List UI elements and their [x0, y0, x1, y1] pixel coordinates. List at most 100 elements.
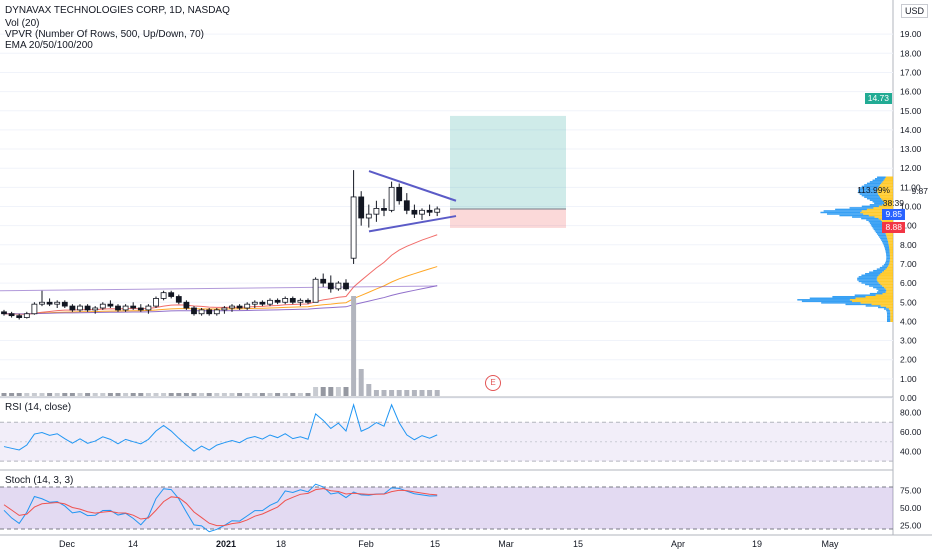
indicator-vpvr[interactable]: VPVR (Number Of Rows, 500, Up/Down, 70) [5, 29, 204, 40]
triangle-lower-line [368, 215, 457, 233]
time-axis[interactable]: Dec 14 2021 18 Feb 15 Mar 15 Apr 19 May [59, 539, 839, 549]
volume-profile-bar [869, 222, 883, 224]
stoch-k-line [3, 483, 438, 533]
volume-profile-bar [889, 246, 893, 249]
price-axis[interactable]: 19.00 18.00 17.00 16.00 15.00 14.00 13.00 12.00… [900, 29, 922, 530]
candles [1, 170, 441, 320]
volume-profile-bar [886, 311, 891, 313]
volume-profile-bar [866, 208, 893, 211]
volume-bar [267, 393, 273, 396]
volume-profile-bar [845, 303, 872, 306]
volume-profile-bar [883, 201, 893, 203]
volume-profile-bar [864, 184, 881, 186]
high-price-badge: 9.85 [882, 209, 905, 220]
volume-profile-bar [858, 276, 878, 278]
volume-bar [229, 393, 235, 396]
triangle-drawing[interactable] [368, 170, 457, 233]
candle [282, 298, 289, 303]
rsi-label[interactable]: RSI (14, close) [5, 402, 72, 413]
candle [160, 292, 167, 299]
volume-profile-bar [884, 269, 893, 272]
candle [343, 282, 349, 290]
rsi-tick-label: 80.00 [900, 408, 922, 418]
volume-profile-bar [821, 302, 861, 304]
volume-profile-bar [885, 251, 890, 254]
volume-profile-bar [890, 314, 893, 316]
volume-bar [16, 393, 22, 396]
volume-profile-bar [889, 260, 893, 263]
volume-profile-bar [866, 219, 881, 221]
volume-profile-bar [857, 279, 877, 281]
time-tick-label: Mar [498, 539, 514, 549]
volume-profile-bar [880, 273, 893, 275]
price-tick-label: 4.00 [900, 316, 917, 326]
volume-profile-bar [875, 294, 893, 296]
last-price-label: 9.87 [911, 186, 928, 196]
volume-profile-bar [878, 274, 893, 277]
candle [16, 315, 23, 318]
volume-profile-bar [878, 205, 893, 208]
price-tick-label: 16.00 [900, 87, 922, 97]
rsi-tick-label: 40.00 [900, 446, 922, 456]
volume-profile-bar [857, 277, 877, 280]
candle [381, 208, 387, 211]
volume-profile-bar [877, 280, 893, 283]
volume-bar [92, 393, 98, 396]
volume-profile-bar [890, 317, 893, 319]
volume-profile [797, 176, 893, 322]
volume-profile-bar [849, 207, 874, 209]
volume-bar [351, 296, 357, 396]
volume-profile-bar [878, 194, 893, 197]
volume-bar [343, 387, 349, 396]
volume-profile-bar [882, 292, 893, 295]
candle [46, 301, 53, 305]
price-tick-label: 10.00 [900, 202, 922, 212]
earnings-icon[interactable]: E [485, 375, 501, 391]
volume-profile-bar [888, 242, 893, 244]
indicator-ema[interactable]: EMA 20/50/100/200 [5, 40, 93, 51]
volume-profile-bar [877, 188, 893, 191]
volume-profile-bar [877, 276, 893, 278]
candle [297, 299, 304, 303]
price-tick-label: 14.00 [900, 125, 922, 135]
stoch-label[interactable]: Stoch (14, 3, 3) [5, 475, 74, 486]
time-tick-label: 19 [752, 539, 762, 549]
price-tick-label: 18.00 [900, 48, 922, 58]
volume-profile-bar [809, 297, 856, 300]
volume-profile-bar [868, 220, 883, 223]
volume-profile-bar [826, 213, 864, 215]
candle [388, 186, 395, 211]
volume-profile-bar [835, 208, 867, 211]
volume-bar [275, 393, 281, 396]
volume-profile-bar [889, 262, 893, 264]
volume-profile-bar [886, 309, 890, 312]
volume-profile-bar [878, 306, 887, 309]
price-tick-label: 17.00 [900, 67, 922, 77]
volume-bar [427, 390, 433, 396]
volume-profile-bar [875, 231, 886, 234]
candle [69, 305, 76, 311]
volume-profile-bar [883, 179, 893, 182]
price-tick-label: 15.00 [900, 106, 922, 116]
long-position-tool[interactable] [450, 115, 566, 228]
volume-bar [320, 387, 326, 396]
time-tick-label: Feb [358, 539, 374, 549]
target-zone [450, 115, 566, 209]
candle [153, 298, 159, 307]
price-tick-label: 0.00 [900, 393, 917, 403]
volume-bar [290, 393, 296, 396]
volume-profile-bar [881, 197, 893, 200]
indicator-volume[interactable]: Vol (20) [5, 18, 40, 29]
candle [251, 301, 258, 305]
volume-bar [206, 393, 212, 396]
volume-profile-bar [865, 305, 881, 307]
volume-profile-bar [888, 265, 893, 267]
currency-button[interactable]: USD [900, 4, 928, 18]
volume-bar [62, 393, 68, 396]
candle [23, 313, 30, 318]
volume-profile-bar [871, 303, 893, 306]
stoch-d-line [3, 488, 438, 527]
candle [350, 196, 357, 259]
volume-profile-bar [885, 288, 893, 290]
